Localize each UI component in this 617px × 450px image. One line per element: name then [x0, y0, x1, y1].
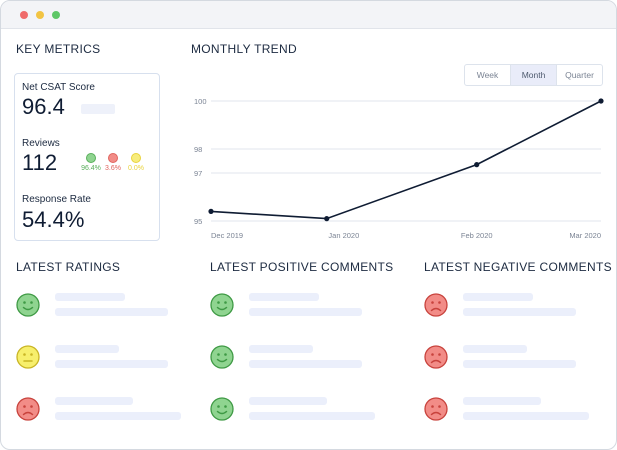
title-bar [1, 1, 616, 29]
positive-comment-title-placeholder [249, 345, 313, 353]
happy-face-icon [16, 293, 40, 317]
negative-comment-text-placeholder [463, 360, 576, 368]
happy-face-icon [210, 397, 234, 421]
rating-text-placeholder [55, 308, 168, 316]
neutral-face-icon [16, 345, 40, 369]
y-tick-label: 97 [194, 169, 202, 178]
positive-comment-title-placeholder [249, 397, 327, 405]
net-csat-placeholder-bar [81, 104, 115, 114]
negative-comment-title-placeholder [463, 345, 527, 353]
latest-negative-comments-title: LATEST NEGATIVE COMMENTS [424, 260, 612, 274]
y-tick-label: 100 [194, 97, 207, 106]
positive-comment-title-placeholder [249, 293, 319, 301]
sad-face-icon [424, 345, 448, 369]
monthly-trend-title: MONTHLY TREND [191, 42, 297, 56]
rating-title-placeholder [55, 345, 119, 353]
negative-comment-text-placeholder [463, 412, 589, 420]
reviews-positive-percent: 96.4% [81, 165, 101, 172]
reviews-neutral-indicator: 0.0% [122, 153, 150, 172]
sad-face-icon [16, 397, 40, 421]
positive-dot-icon [86, 153, 96, 163]
reviews-positive-indicator: 96.4% [77, 153, 105, 172]
data-point [474, 162, 480, 168]
period-toggle: Week Month Quarter [464, 64, 603, 86]
x-tick-label: Mar 2020 [569, 231, 601, 240]
x-tick-label: Feb 2020 [461, 231, 493, 240]
negative-comment-title-placeholder [463, 397, 541, 405]
rating-text-placeholder [55, 412, 181, 420]
key-metrics-title: KEY METRICS [16, 42, 101, 56]
reviews-negative-indicator: 3.6% [99, 153, 127, 172]
data-point [324, 216, 330, 222]
reviews-neutral-percent: 0.0% [128, 165, 144, 172]
response-rate-value: 54.4% [22, 207, 85, 232]
period-quarter-button[interactable]: Quarter [565, 70, 594, 80]
negative-comment-text-placeholder [463, 308, 576, 316]
rating-title-placeholder [55, 293, 125, 301]
reviews-value: 112 [22, 150, 58, 175]
y-tick-label: 98 [194, 145, 202, 154]
sad-face-icon [424, 293, 448, 317]
latest-positive-comments-title: LATEST POSITIVE COMMENTS [210, 260, 394, 274]
maximize-window-button[interactable] [52, 11, 60, 19]
rating-text-placeholder [55, 360, 168, 368]
negative-comment-title-placeholder [463, 293, 533, 301]
net-csat-label: Net CSAT Score [22, 82, 95, 93]
happy-face-icon [210, 293, 234, 317]
positive-comment-text-placeholder [249, 412, 375, 420]
rating-title-placeholder [55, 397, 133, 405]
latest-ratings-title: LATEST RATINGS [16, 260, 121, 274]
close-window-button[interactable] [20, 11, 28, 19]
positive-comment-text-placeholder [249, 308, 362, 316]
data-point [208, 208, 214, 214]
happy-face-icon [210, 345, 234, 369]
neutral-dot-icon [131, 153, 141, 163]
y-tick-label: 95 [194, 217, 202, 226]
negative-dot-icon [108, 153, 118, 163]
x-tick-label: Jan 2020 [328, 231, 359, 240]
reviews-label: Reviews [22, 138, 60, 149]
data-point [598, 98, 604, 104]
minimize-window-button[interactable] [36, 11, 44, 19]
monthly-trend-chart: 100 98 97 95 Dec 2019 Jan 2020 Feb 2020 Mar 202… [194, 97, 604, 240]
trend-line [210, 100, 602, 220]
period-week-button[interactable]: Week [465, 65, 511, 85]
response-rate-label: Response Rate [22, 194, 91, 205]
positive-comment-text-placeholder [249, 360, 362, 368]
sad-face-icon [424, 397, 448, 421]
period-month-button[interactable]: Month [511, 65, 557, 85]
net-csat-value: 96.4 [22, 94, 65, 119]
key-metrics-card: Net CSAT Score 96.4 Reviews 112 96.4% 3.… [14, 73, 160, 241]
reviews-negative-percent: 3.6% [105, 165, 121, 172]
x-tick-label: Dec 2019 [211, 231, 243, 240]
